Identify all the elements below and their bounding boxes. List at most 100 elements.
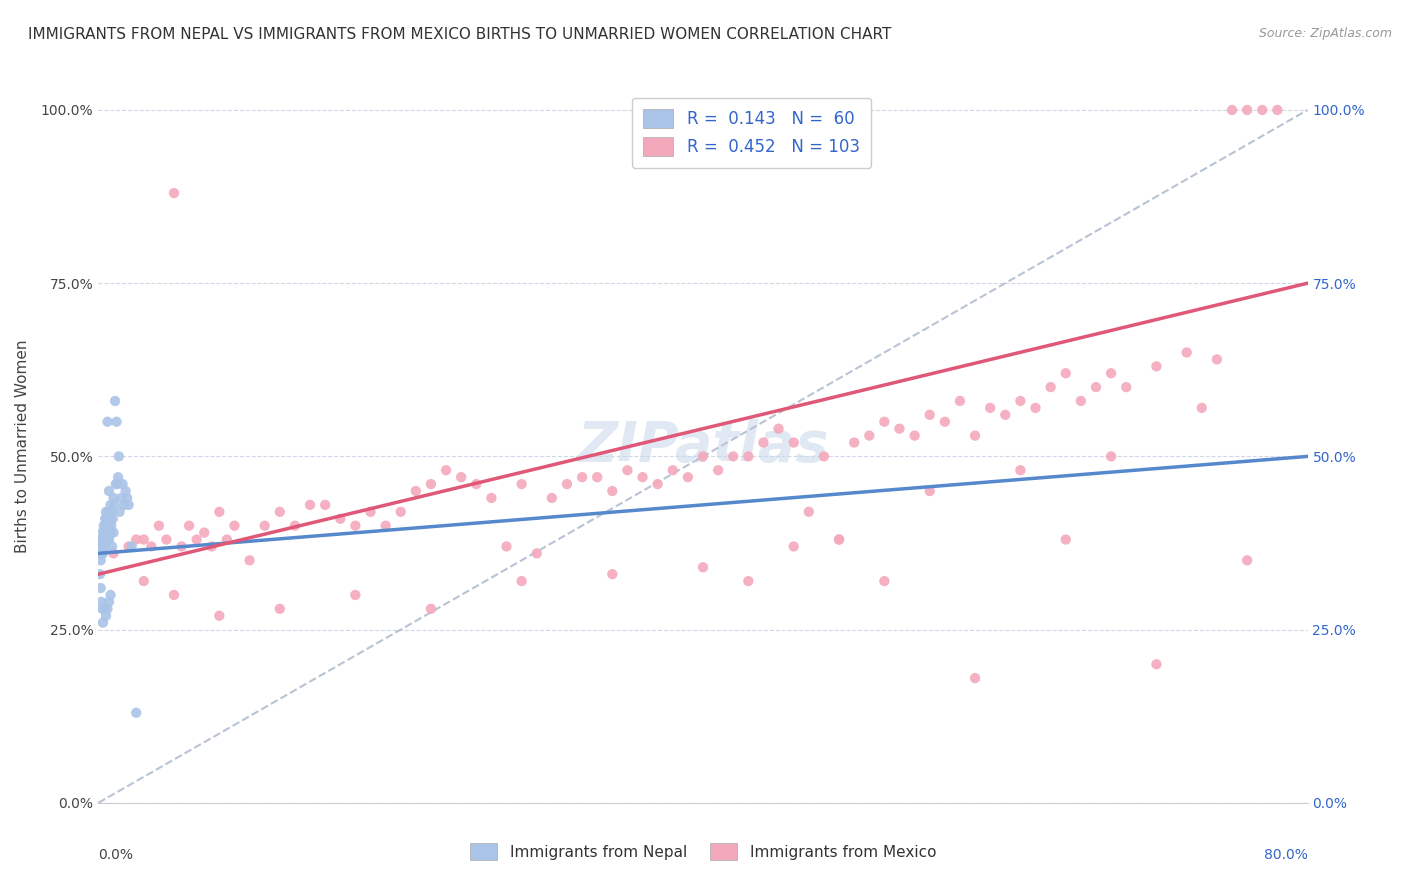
- Point: [94, 512, 117, 526]
- Point: [828, 533, 851, 547]
- Point: [121, 540, 143, 554]
- Point: [1175, 345, 1198, 359]
- Point: [344, 518, 367, 533]
- Point: [737, 574, 759, 588]
- Point: [420, 602, 443, 616]
- Point: [934, 415, 956, 429]
- Point: [103, 498, 125, 512]
- Point: [1115, 380, 1137, 394]
- Point: [91, 602, 114, 616]
- Point: [141, 540, 163, 554]
- Point: [994, 408, 1017, 422]
- Point: [201, 540, 224, 554]
- Point: [91, 540, 114, 554]
- Point: [918, 483, 941, 498]
- Point: [389, 505, 412, 519]
- Point: [405, 483, 427, 498]
- Point: [93, 533, 115, 547]
- Point: [269, 602, 291, 616]
- Point: [93, 602, 115, 616]
- Text: IMMIGRANTS FROM NEPAL VS IMMIGRANTS FROM MEXICO BIRTHS TO UNMARRIED WOMEN CORREL: IMMIGRANTS FROM NEPAL VS IMMIGRANTS FROM…: [28, 27, 891, 42]
- Text: ZIPatlas: ZIPatlas: [578, 419, 828, 473]
- Point: [1236, 103, 1258, 117]
- Point: [101, 505, 124, 519]
- Point: [103, 491, 125, 505]
- Point: [1146, 359, 1168, 374]
- Point: [125, 533, 148, 547]
- Point: [526, 546, 548, 560]
- Point: [98, 533, 121, 547]
- Point: [602, 483, 624, 498]
- Point: [93, 518, 115, 533]
- Point: [284, 518, 307, 533]
- Point: [889, 422, 911, 436]
- Point: [692, 450, 714, 464]
- Point: [1206, 352, 1229, 367]
- Point: [707, 463, 730, 477]
- Point: [1251, 103, 1274, 117]
- Point: [510, 574, 533, 588]
- Point: [253, 518, 276, 533]
- Point: [91, 533, 114, 547]
- Point: [104, 477, 127, 491]
- Point: [98, 483, 121, 498]
- Point: [163, 186, 186, 201]
- Point: [114, 483, 136, 498]
- Point: [616, 463, 638, 477]
- Point: [1070, 394, 1092, 409]
- Point: [193, 525, 215, 540]
- Point: [1054, 533, 1077, 547]
- Point: [1039, 380, 1062, 394]
- Point: [768, 422, 790, 436]
- Legend: Immigrants from Nepal, Immigrants from Mexico: Immigrants from Nepal, Immigrants from M…: [464, 837, 942, 866]
- Point: [949, 394, 972, 409]
- Point: [111, 477, 134, 491]
- Point: [571, 470, 593, 484]
- Point: [314, 498, 336, 512]
- Point: [100, 498, 122, 512]
- Point: [155, 533, 177, 547]
- Point: [1010, 463, 1032, 477]
- Point: [481, 491, 503, 505]
- Point: [828, 533, 851, 547]
- Point: [783, 435, 806, 450]
- Point: [101, 512, 124, 526]
- Point: [1010, 394, 1032, 409]
- Point: [1085, 380, 1108, 394]
- Point: [96, 512, 118, 526]
- Point: [94, 540, 117, 554]
- Point: [93, 525, 115, 540]
- Point: [510, 477, 533, 491]
- Point: [91, 615, 114, 630]
- Point: [1236, 553, 1258, 567]
- Point: [904, 428, 927, 442]
- Point: [602, 567, 624, 582]
- Point: [107, 470, 129, 484]
- Point: [918, 408, 941, 422]
- Point: [91, 546, 114, 560]
- Point: [420, 477, 443, 491]
- Point: [844, 435, 866, 450]
- Point: [94, 533, 117, 547]
- Point: [374, 518, 396, 533]
- Point: [91, 525, 114, 540]
- Point: [239, 553, 262, 567]
- Point: [465, 477, 488, 491]
- Point: [103, 525, 125, 540]
- Point: [224, 518, 246, 533]
- Point: [208, 608, 231, 623]
- Point: [676, 470, 699, 484]
- Point: [737, 450, 759, 464]
- Point: [110, 491, 132, 505]
- Point: [90, 595, 112, 609]
- Point: [125, 706, 148, 720]
- Point: [90, 553, 112, 567]
- Point: [163, 588, 186, 602]
- Point: [89, 567, 111, 582]
- Point: [979, 401, 1001, 415]
- Point: [1146, 657, 1168, 672]
- Point: [90, 581, 112, 595]
- Point: [112, 498, 135, 512]
- Point: [434, 463, 457, 477]
- Point: [692, 560, 714, 574]
